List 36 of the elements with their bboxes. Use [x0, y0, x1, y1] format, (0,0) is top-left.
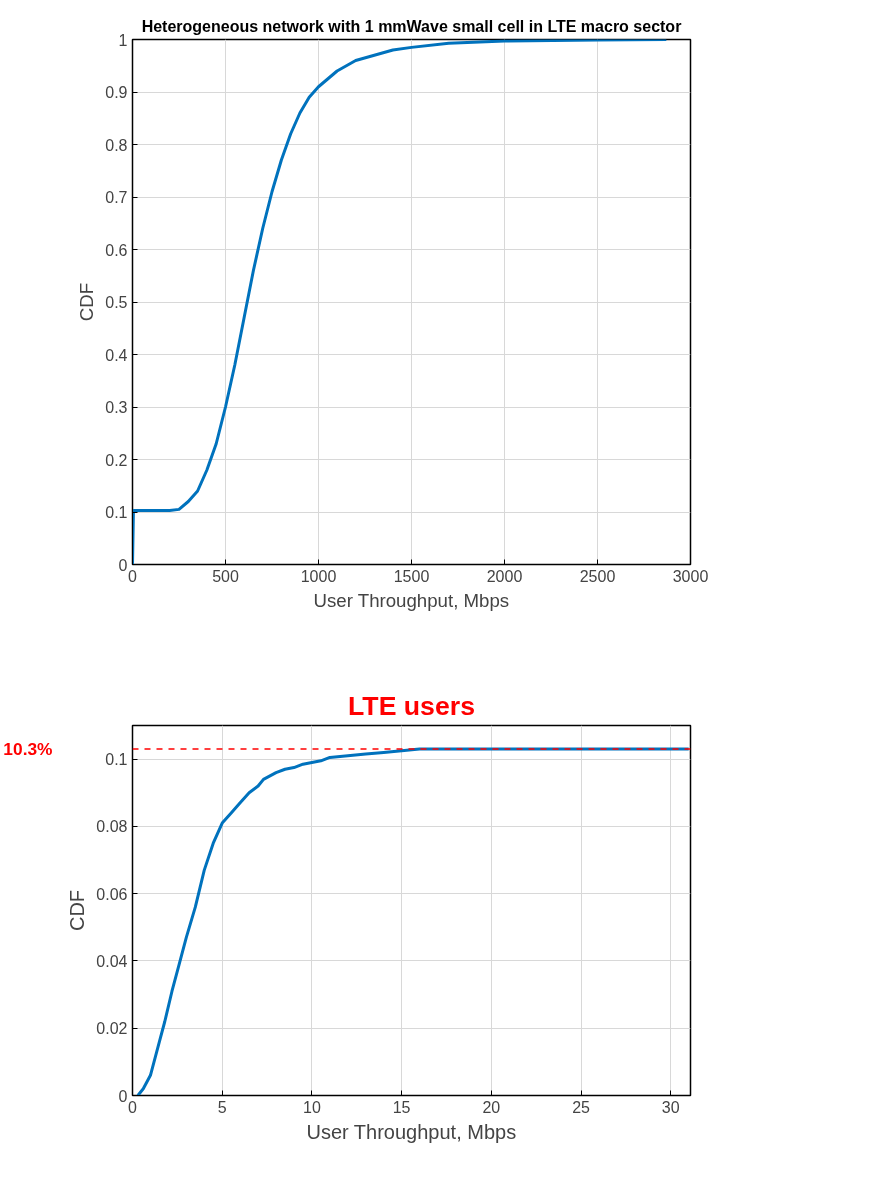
y-tick-label: 1 — [118, 31, 128, 49]
y-axis-title: CDF — [66, 889, 89, 932]
x-tick-label: 30 — [661, 1098, 680, 1116]
ref-line-label: 10.3% — [3, 739, 53, 760]
y-tick-label: 0.3 — [105, 399, 128, 416]
x-tick-label: 15 — [392, 1098, 411, 1116]
y-tick-label: 0.4 — [105, 346, 128, 364]
y-tick-label: 0 — [118, 556, 128, 574]
y-tick-label: 0.04 — [96, 952, 128, 970]
chart-title: LTE users — [348, 690, 475, 721]
x-tick-label: 1000 — [300, 567, 337, 585]
x-tick-label: 500 — [212, 567, 239, 585]
x-tick-label: 1500 — [393, 567, 430, 585]
x-axis-title: User Throughput, Mbps — [306, 1120, 517, 1143]
y-tick-label: 0.5 — [105, 294, 128, 311]
y-axis-title: CDF — [76, 282, 98, 322]
x-tick-label: 10 — [303, 1098, 321, 1116]
y-tick-label: 0.1 — [105, 751, 128, 769]
y-tick-label: 0 — [118, 1087, 128, 1105]
y-tick-label: 0.2 — [105, 451, 128, 469]
x-tick-label: 3000 — [672, 567, 709, 585]
x-tick-label: 20 — [482, 1098, 501, 1116]
x-tick-label: 25 — [572, 1098, 591, 1116]
x-axis-title: User Throughput, Mbps — [313, 589, 510, 611]
y-tick-label: 0.7 — [105, 189, 128, 206]
y-tick-label: 0.08 — [96, 818, 128, 836]
x-tick-label: 5 — [217, 1098, 227, 1116]
y-tick-label: 0.9 — [105, 84, 128, 101]
chart-title: Heterogeneous network with 1 mmWave small cell in LTE macro sector — [141, 17, 682, 35]
x-tick-label: 2500 — [579, 567, 616, 585]
y-tick-label: 0.02 — [96, 1020, 128, 1038]
y-tick-label: 0.8 — [105, 136, 128, 154]
x-tick-label: 2000 — [486, 567, 523, 585]
y-tick-label: 0.06 — [96, 885, 128, 903]
y-tick-label: 0.6 — [105, 241, 128, 259]
y-tick-label: 0.1 — [105, 504, 128, 521]
